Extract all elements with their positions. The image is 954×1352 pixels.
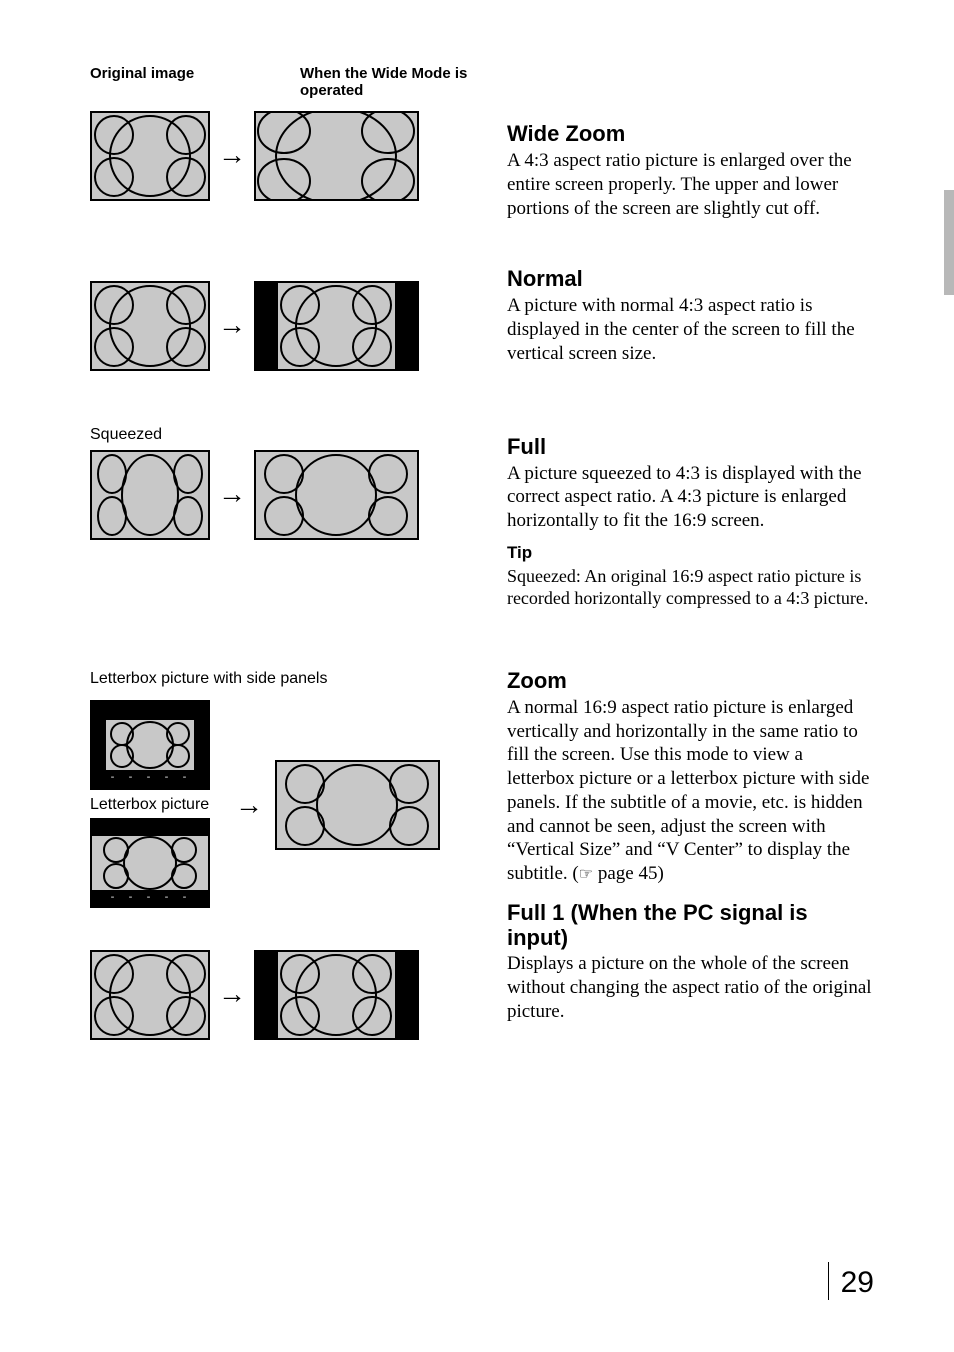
- section-wide-zoom: Wide Zoom A 4:3 aspect ratio picture is …: [507, 121, 874, 220]
- full-heading: Full: [507, 434, 874, 460]
- zoom-body-text: A normal 16:9 aspect ratio picture is en…: [507, 697, 869, 884]
- normal-result: [254, 281, 419, 371]
- arrow-icon: →: [218, 479, 246, 511]
- tip-label: Tip: [507, 543, 874, 563]
- column-headers: Original image When the Wide Mode is ope…: [90, 65, 874, 99]
- zoom-result: [275, 760, 440, 850]
- normal-heading: Normal: [507, 266, 874, 292]
- wide-zoom-heading: Wide Zoom: [507, 121, 874, 147]
- full1-original: [90, 950, 210, 1040]
- page-content: Original image When the Wide Mode is ope…: [0, 0, 954, 1352]
- diagrams-column: →: [90, 111, 467, 1302]
- full1-heading: Full 1 (When the PC signal is input): [507, 900, 874, 951]
- arrow-icon: →: [235, 790, 263, 822]
- arrow-icon: →: [218, 979, 246, 1011]
- diagram-normal: →: [90, 281, 467, 371]
- arrow-icon: →: [218, 140, 246, 172]
- tip-body: Squeezed: An original 16:9 aspect ratio …: [507, 565, 874, 610]
- normal-original: [90, 281, 210, 371]
- diagram-zoom: - - - - - Letterbox picture - - - - -: [90, 700, 467, 900]
- full-result: [254, 450, 419, 540]
- page-number: 29: [841, 1266, 874, 1300]
- full1-body: Displays a picture on the whole of the s…: [507, 952, 874, 1023]
- diagram-wide-zoom: →: [90, 111, 467, 201]
- header-wide-mode: When the Wide Mode is operated: [300, 65, 470, 99]
- zoom-heading: Zoom: [507, 668, 874, 694]
- text-column: Wide Zoom A 4:3 aspect ratio picture is …: [507, 111, 874, 1302]
- wide-zoom-result: [254, 111, 419, 201]
- header-original: Original image: [90, 65, 240, 99]
- full-original: [90, 450, 210, 540]
- full1-result: [254, 950, 419, 1040]
- diagram-full: →: [90, 450, 467, 540]
- pointer-icon: ☞: [579, 866, 593, 883]
- section-normal: Normal A picture with normal 4:3 aspect …: [507, 266, 874, 365]
- zoom-page-ref: page 45): [593, 863, 664, 884]
- section-full: Full A picture squeezed to 4:3 is displa…: [507, 434, 874, 610]
- section-full1: Full 1 (When the PC signal is input) Dis…: [507, 900, 874, 1024]
- section-zoom: Zoom A normal 16:9 aspect ratio picture …: [507, 668, 874, 886]
- squeezed-label: Squeezed: [90, 426, 467, 444]
- normal-body: A picture with normal 4:3 aspect ratio i…: [507, 294, 874, 365]
- page-number-rule: [828, 1262, 829, 1300]
- letterbox-picture-label: Letterbox picture: [90, 796, 209, 814]
- side-tab: [944, 190, 954, 295]
- wide-zoom-body: A 4:3 aspect ratio picture is enlarged o…: [507, 149, 874, 220]
- full-body: A picture squeezed to 4:3 is displayed w…: [507, 462, 874, 533]
- zoom-letterbox-panels: - - - - -: [90, 700, 210, 790]
- zoom-body: A normal 16:9 aspect ratio picture is en…: [507, 696, 874, 886]
- diagram-full1: →: [90, 950, 467, 1040]
- letterbox-panels-label: Letterbox picture with side panels: [90, 670, 467, 688]
- wide-zoom-original: [90, 111, 210, 201]
- zoom-letterbox: - - - - -: [90, 818, 210, 908]
- arrow-icon: →: [218, 310, 246, 342]
